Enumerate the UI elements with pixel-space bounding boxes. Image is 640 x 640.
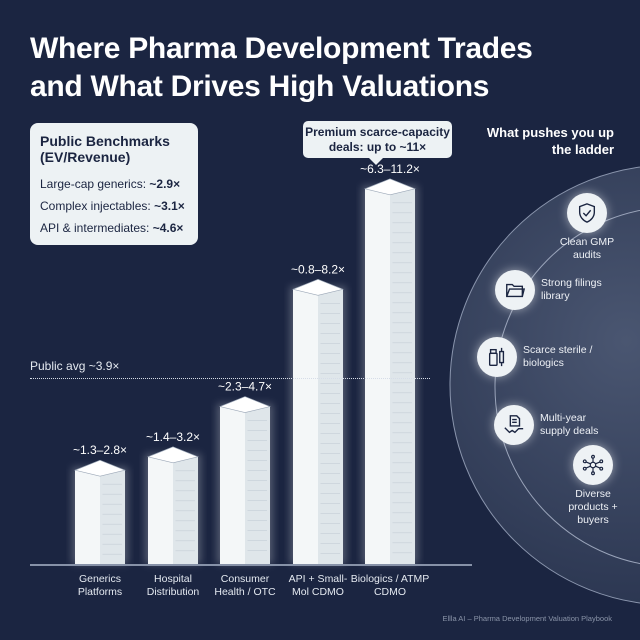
bar-side [245,406,270,564]
bar-side [173,456,198,564]
network-icon [573,445,613,485]
driver-item: Strong filings library [495,270,611,310]
footer-credit: Ellla AI – Pharma Development Valuation … [442,614,612,623]
bar [148,456,173,564]
bar [293,289,318,564]
category-label: Hospital Distribution [146,573,200,598]
bar-roof [74,459,126,477]
benchmark-row: Large-cap generics: ~2.9× [40,177,181,191]
bar-roof [364,178,416,196]
folder-icon [495,270,535,310]
driver-item: Diverse products + buyers [558,445,628,527]
value-label: ~6.3–11.2× [360,162,420,176]
ladder-ring [449,166,640,604]
value-label: ~1.3–2.8× [73,443,127,457]
bar-roof [219,396,271,413]
handshake-document-icon [494,405,534,445]
bar-side [390,188,415,565]
bar-side [100,470,125,564]
category-label: Consumer Health / OTC [214,573,276,598]
public-avg-label: Public avg ~3.9× [30,359,120,373]
bar [365,188,390,565]
ladder-title: What pushes you up the ladder [486,125,614,157]
bar [75,470,100,564]
ladder-ring-group [449,166,640,604]
benchmarks-panel: Public Benchmarks (EV/Revenue) Large-cap… [30,123,198,245]
bar-roof [292,278,344,296]
value-label: ~0.8–8.2× [291,262,345,276]
public-avg-line [30,378,430,379]
value-label: ~2.3–4.7× [218,380,272,394]
page-title: Where Pharma Development Trades and What … [30,32,533,103]
category-label: Generics Platforms [77,573,123,598]
ladder-arc [494,209,640,565]
chart-baseline [30,564,472,566]
shield-check-icon [567,193,607,233]
vial-syringe-icon [477,337,517,377]
driver-item: Scarce sterile / biologics [477,337,603,377]
bar-side [318,289,343,564]
bar [220,406,245,564]
category-label: Biologics / ATMP CDMO [350,573,430,598]
category-label: API + Small-Mol CDMO [288,573,348,598]
benchmarks-heading: Public Benchmarks (EV/Revenue) [40,133,170,165]
driver-item: Multi-year supply deals [494,405,610,445]
driver-item: Clean GMP audits [557,193,617,262]
bar-roof [147,446,199,464]
value-label: ~1.4–3.2× [146,430,200,444]
benchmark-row: API & intermediates: ~4.6× [40,221,184,235]
benchmark-row: Complex injectables: ~3.1× [40,199,185,213]
premium-callout: Premium scarce-capacity deals: up to ~11… [303,121,452,165]
